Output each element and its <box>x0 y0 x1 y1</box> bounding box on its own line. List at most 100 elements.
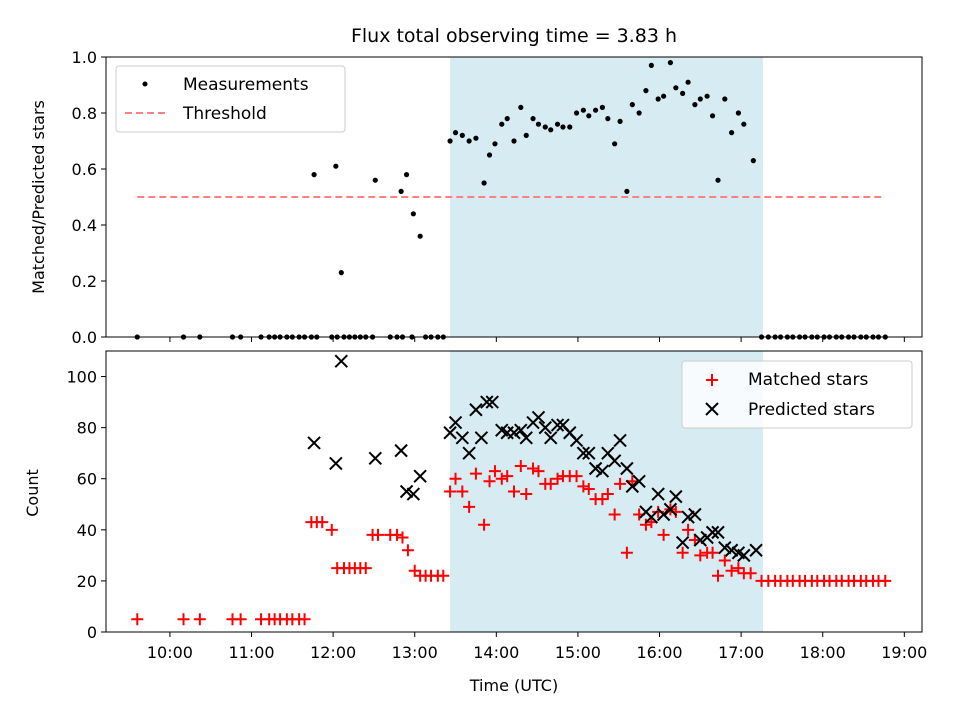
predicted-star-point <box>651 487 665 501</box>
matched-star-point <box>316 516 329 529</box>
predicted-star-point <box>663 502 678 517</box>
measurement-point <box>573 110 580 116</box>
legend-label-matched: Matched stars <box>748 370 868 390</box>
predicted-star-point <box>413 469 427 483</box>
y-tick-label: 0.6 <box>72 160 97 179</box>
measurement-point <box>741 121 747 127</box>
measurement-point <box>715 177 721 183</box>
matched-star-point <box>620 546 633 559</box>
predicted-star-point <box>455 431 470 445</box>
y-tick-label: 80 <box>77 419 97 438</box>
matched-star-point <box>444 485 457 498</box>
measurement-point <box>593 107 599 113</box>
measurement-point <box>466 138 472 144</box>
measurement-point <box>311 172 317 178</box>
matched-star-point <box>456 485 469 498</box>
measurement-point <box>661 93 667 99</box>
matched-star-point <box>298 613 311 626</box>
matched-star-point <box>391 528 404 541</box>
y-tick-label: 1.0 <box>72 48 97 67</box>
x-tick-label: 16:00 <box>636 643 682 662</box>
matched-star-point <box>694 549 707 562</box>
matched-star-point <box>732 562 745 575</box>
y-tick-label: 100 <box>66 368 97 387</box>
top-ylabel: Matched/Predicted stars <box>29 100 48 294</box>
predicted-star-point <box>519 431 533 445</box>
predicted-star-point <box>394 443 408 458</box>
matched-star-point <box>463 500 476 513</box>
measurement-point <box>542 124 548 130</box>
predicted-star-point <box>576 446 591 460</box>
measurement-point <box>735 110 742 116</box>
x-axis-label: Time (UTC) <box>469 676 558 695</box>
x-tick-label: 17:00 <box>718 643 764 662</box>
matched-star-point <box>608 508 621 521</box>
measurement-point <box>504 116 510 122</box>
matched-star-point <box>582 482 595 495</box>
matched-star-point <box>437 569 450 582</box>
predicted-star-point <box>474 431 489 445</box>
predicted-star-point <box>656 507 671 522</box>
predicted-star-point <box>669 489 683 504</box>
measurement-point <box>667 60 674 66</box>
measurement-point <box>452 130 459 136</box>
matched-star-point <box>508 485 520 498</box>
y-tick-label: 40 <box>77 521 97 540</box>
legend-marker-predicted <box>705 402 719 416</box>
measurement-point <box>486 152 493 158</box>
matched-star-point <box>193 613 206 626</box>
predicted-star-point <box>550 418 565 432</box>
x-tick-label: 14:00 <box>473 643 519 662</box>
predicted-star-point <box>480 395 494 409</box>
measurement-point <box>459 132 465 138</box>
measurement-point <box>624 188 630 194</box>
matched-star-point <box>131 613 144 626</box>
bottom-legend: Matched stars Predicted stars <box>681 360 913 429</box>
matched-star-point <box>601 488 614 501</box>
y-tick-label: 0.2 <box>72 272 97 291</box>
legend-label-measurements: Measurements <box>183 75 309 95</box>
predicted-star-point <box>443 426 457 440</box>
matched-star-point <box>718 554 731 567</box>
measurement-point <box>586 113 592 119</box>
measurement-point <box>372 177 378 183</box>
y-tick-label: 20 <box>77 572 97 591</box>
measurement-point <box>530 116 536 122</box>
matched-star-point <box>401 544 414 557</box>
x-tick-label: 10:00 <box>147 643 193 662</box>
measurement-point <box>560 124 566 130</box>
matched-star-point <box>449 472 462 485</box>
measurement-point <box>673 85 679 91</box>
matched-star-point <box>501 470 514 483</box>
predicted-star-point <box>329 456 343 471</box>
matched-star-point <box>520 488 533 501</box>
x-tick-label: 11:00 <box>228 643 274 662</box>
predicted-star-point <box>644 510 659 524</box>
chart-title: Flux total observing time = 3.83 h <box>351 25 677 47</box>
measurement-point <box>636 110 642 116</box>
measurement-point <box>481 180 487 186</box>
measurement-point <box>729 130 735 136</box>
legend-label-threshold: Threshold <box>182 104 267 124</box>
measurement-point <box>417 233 423 239</box>
predicted-star-point <box>749 543 763 557</box>
measurement-point <box>680 90 686 96</box>
matched-star-point <box>532 465 545 478</box>
predicted-star-point <box>632 474 646 488</box>
matched-star-point <box>234 613 247 626</box>
bottom-marks <box>131 354 892 626</box>
measurement-point <box>492 141 498 147</box>
matched-star-point <box>570 470 583 483</box>
matched-star-point <box>408 564 421 577</box>
predicted-star-point <box>582 446 596 460</box>
matched-star-point <box>478 518 491 531</box>
measurement-point <box>338 270 344 276</box>
legend-label-predicted: Predicted stars <box>748 400 875 420</box>
measurement-point <box>612 141 618 147</box>
predicted-star-point <box>607 454 622 468</box>
y-tick-label: 0 <box>87 623 97 642</box>
measurement-point <box>518 104 524 110</box>
predicted-star-point <box>538 420 552 435</box>
matched-star-point <box>657 528 670 541</box>
x-tick-label: 13:00 <box>392 643 438 662</box>
